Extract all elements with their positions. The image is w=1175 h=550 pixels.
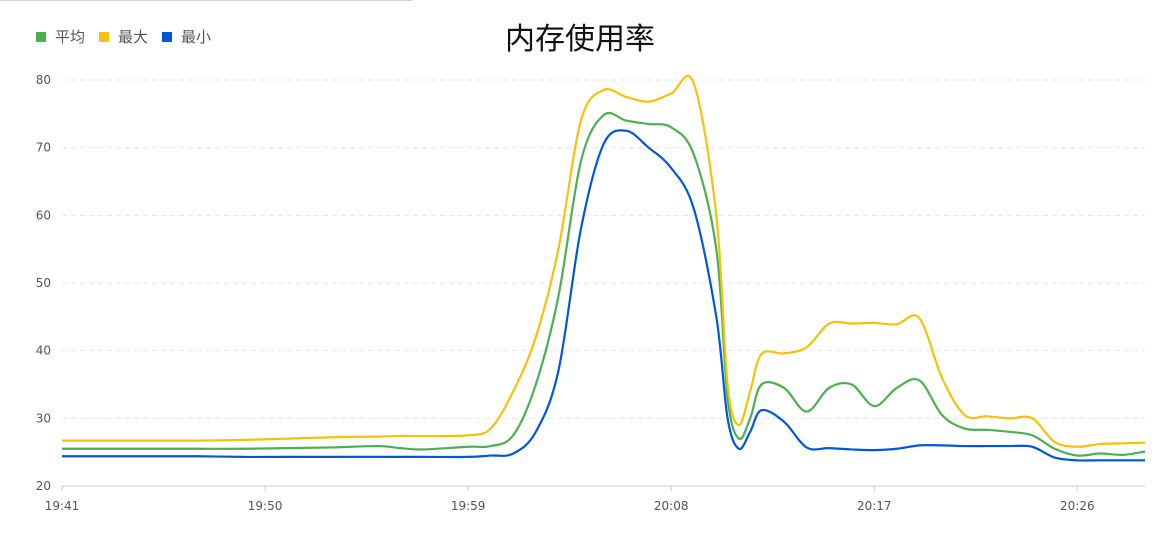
legend-swatch-max — [99, 31, 110, 42]
y-tick-label-70: 70 — [36, 141, 51, 155]
legend-item-max[interactable]: 最大 — [99, 26, 148, 47]
x-tick-label-4: 20:17 — [857, 499, 892, 513]
y-tick-label-80: 80 — [36, 73, 51, 87]
x-tick-label-0: 19:41 — [45, 499, 80, 513]
legend-label-max: 最大 — [118, 28, 149, 46]
legend-label-min: 最小 — [181, 28, 212, 46]
series-line-min — [62, 129, 1145, 462]
chart-title: 内存使用率 — [505, 22, 655, 57]
series-line-max — [62, 74, 1146, 448]
y-tick-label-50: 50 — [36, 276, 51, 290]
x-tick-label-2: 19:59 — [451, 499, 486, 513]
legend-label-avg: 平均 — [55, 28, 86, 46]
y-tick-label-40: 40 — [36, 344, 51, 358]
legend-item-min[interactable]: 最小 — [162, 26, 211, 47]
y-tick-label-20: 20 — [36, 479, 51, 493]
legend-item-avg[interactable]: 平均 — [36, 26, 85, 47]
x-tick-label-3: 20:08 — [654, 499, 689, 513]
series-line-avg — [62, 111, 1146, 457]
x-tick-label-1: 19:50 — [248, 499, 283, 513]
chart-legend: 平均 最大 最小 — [36, 26, 225, 47]
legend-swatch-min — [162, 31, 173, 42]
y-tick-label-30: 30 — [36, 411, 51, 425]
top-divider — [0, 0, 412, 1]
y-tick-label-60: 60 — [36, 208, 51, 222]
legend-swatch-avg — [36, 31, 46, 42]
x-tick-label-5: 20:26 — [1060, 499, 1095, 513]
